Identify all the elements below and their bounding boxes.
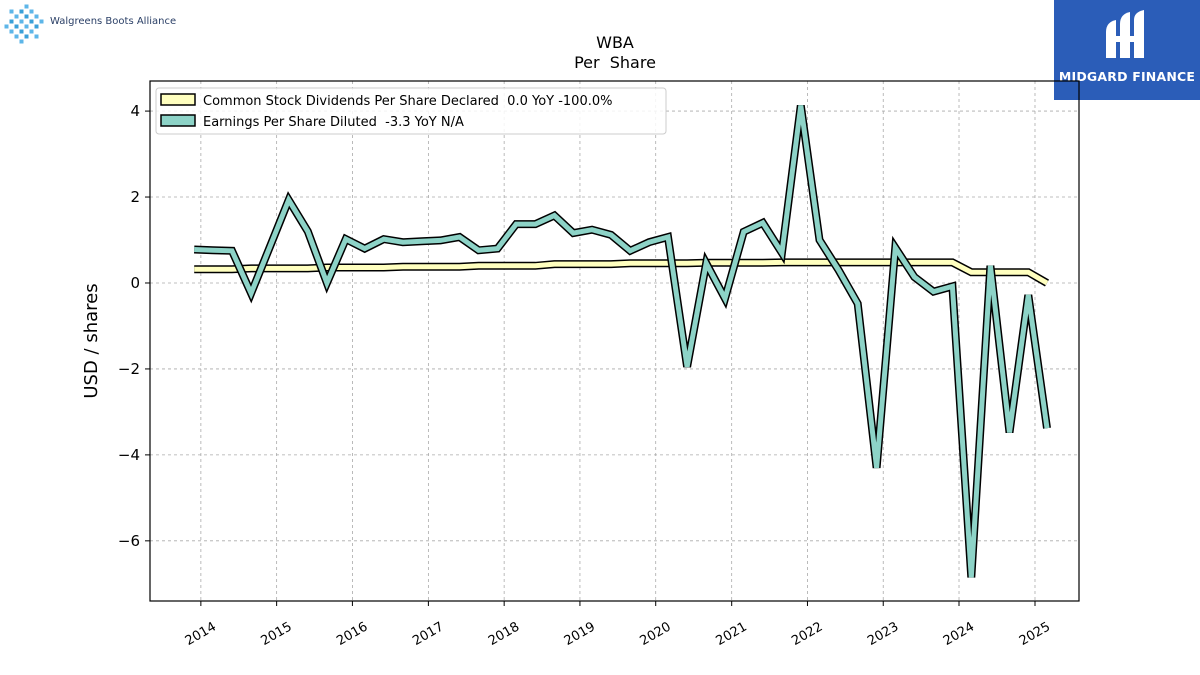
y-axis-label: USD / shares [81, 283, 102, 398]
globe-tile [9, 19, 14, 24]
x-tick-label: 2014 [183, 619, 219, 649]
y-tick-label: −2 [118, 360, 140, 378]
legend-label-eps: Earnings Per Share Diluted -3.3 YoY N/A [203, 115, 464, 130]
globe-tile [14, 34, 19, 39]
y-tick-label: 4 [130, 102, 140, 120]
globe-tile [34, 34, 39, 39]
x-tick-label: 2024 [941, 619, 977, 649]
legend-frame [155, 87, 667, 135]
x-tick-label: 2025 [1017, 619, 1053, 649]
globe-tile [34, 24, 39, 29]
partner-name: MIDGARD FINANCE [1058, 69, 1196, 84]
globe-tile [24, 34, 29, 39]
globe-tile [34, 14, 39, 19]
chart-subtitle: Per Share [574, 53, 656, 72]
globe-tile [9, 9, 14, 14]
series-line-eps [194, 105, 1050, 578]
plot-frame [149, 80, 1080, 602]
legend: Common Stock Dividends Per Share Declare… [155, 87, 667, 135]
globe-tile [9, 29, 14, 34]
globe-tile [19, 9, 24, 14]
globe-tile [29, 29, 34, 34]
legend-swatch-eps [160, 114, 196, 127]
checker-globe-icon [4, 4, 44, 44]
x-axis-ticks: 2014 2015 2016 2017 2018 2019 2020 2021 2022 2023… [183, 601, 1053, 649]
globe-tile [14, 14, 19, 19]
brand-name: Walgreens Boots Alliance [50, 16, 177, 27]
x-tick-label: 2019 [562, 619, 598, 649]
globe-tile [24, 4, 29, 9]
x-tick-label: 2016 [334, 619, 370, 649]
globe-tile [24, 24, 29, 29]
midgard-m-icon [1106, 10, 1144, 58]
x-tick-label: 2018 [486, 619, 522, 649]
globe-tile [29, 9, 34, 14]
globe-tile [19, 39, 24, 44]
y-tick-label: −6 [118, 532, 140, 550]
globe-tile [29, 19, 34, 24]
globe-tile [24, 14, 29, 19]
series-lines [194, 104, 1051, 578]
x-tick-label: 2020 [638, 619, 674, 649]
legend-label-dividends: Common Stock Dividends Per Share Declare… [203, 94, 612, 109]
walgreens-logo: Walgreens Boots Alliance [4, 4, 244, 44]
y-axis-ticks: −6 −4 −2 0 2 4 [118, 102, 150, 550]
grid [150, 81, 1079, 601]
y-tick-label: 0 [130, 274, 140, 292]
series-outline-eps [194, 104, 1051, 578]
x-tick-label: 2017 [410, 619, 446, 649]
y-tick-label: −4 [118, 446, 140, 464]
x-tick-label: 2023 [865, 619, 901, 649]
chart-title: WBA [596, 33, 634, 52]
globe-tile [4, 24, 9, 29]
legend-swatch-dividends [160, 93, 196, 106]
globe-tile [39, 19, 44, 24]
globe-tile [19, 29, 24, 34]
x-tick-label: 2015 [258, 619, 294, 649]
globe-tile [14, 24, 19, 29]
midgard-finance-logo: MIDGARD FINANCE [1054, 0, 1200, 100]
y-tick-label: 2 [130, 188, 140, 206]
globe-tile [19, 19, 24, 24]
x-tick-label: 2021 [714, 619, 750, 649]
x-tick-label: 2022 [789, 619, 825, 649]
